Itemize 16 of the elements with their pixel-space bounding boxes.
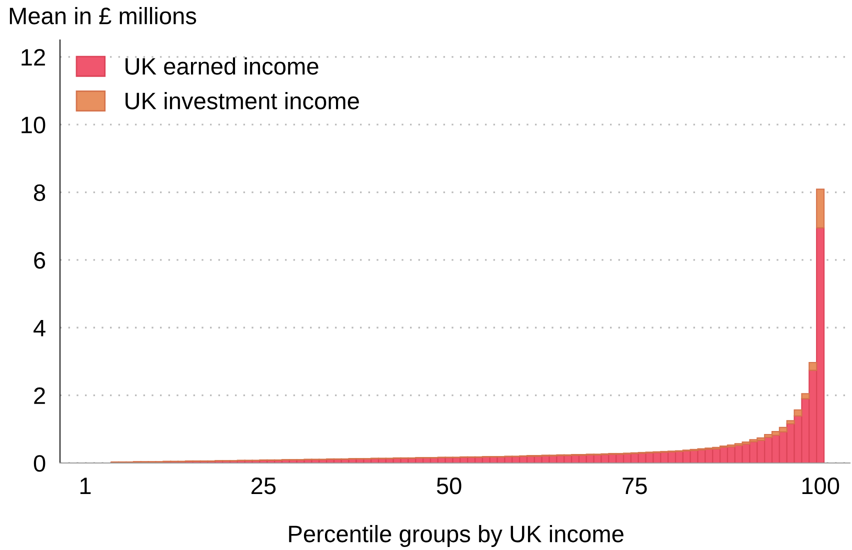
- legend-label: UK investment income: [126, 92, 359, 110]
- x-tick-label: 50: [436, 478, 462, 494]
- y-tick-label: 4: [34, 320, 46, 336]
- y-axis-title: Mean in £ millions: [10, 6, 196, 24]
- y-tick-label: 8: [34, 184, 46, 202]
- x-tick-label: 100: [802, 478, 840, 494]
- x-axis-title: Percentile groups by UK income: [289, 524, 624, 548]
- legend-label: UK earned income: [126, 57, 318, 75]
- y-tick-label: 10: [22, 116, 46, 134]
- y-tick-label: 0: [34, 455, 46, 472]
- y-tick-label: 12: [22, 48, 45, 66]
- y-tick-label: 6: [34, 252, 46, 269]
- y-tick-label: 2: [34, 387, 45, 404]
- x-tick-label: 75: [622, 478, 647, 494]
- x-tick-label: 1: [80, 478, 91, 494]
- x-tick-label: 25: [252, 478, 276, 494]
